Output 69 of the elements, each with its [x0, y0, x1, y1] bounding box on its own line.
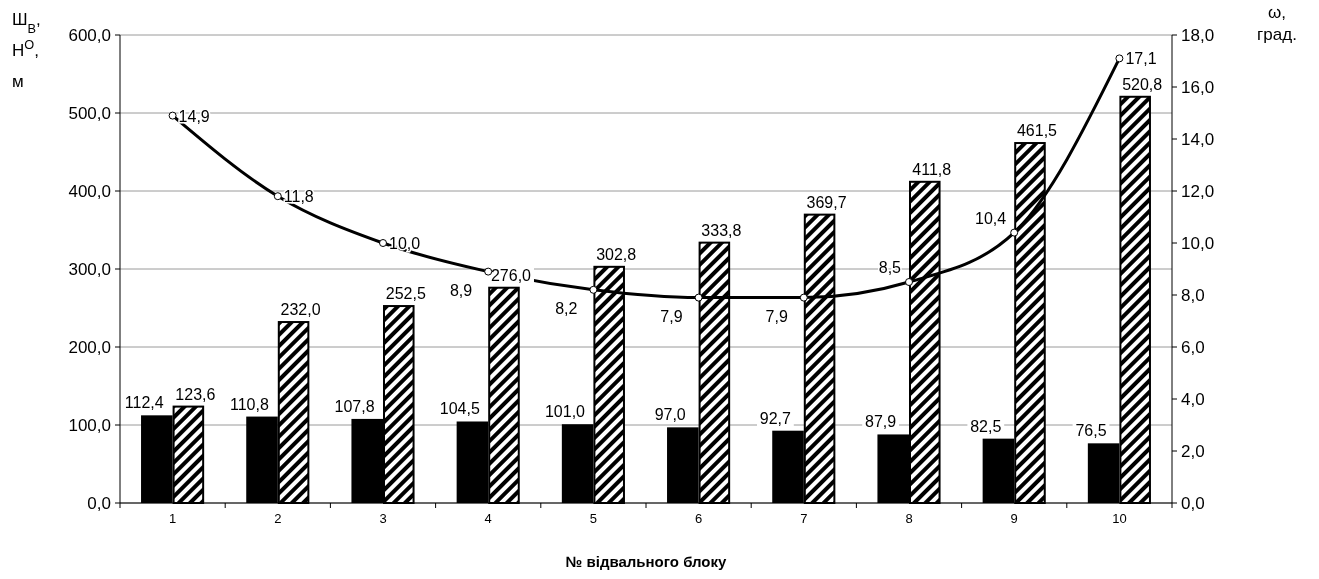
x-tick-label: 1: [168, 511, 177, 526]
point: [1115, 54, 1124, 63]
x-axis-title: № відвального блоку: [565, 553, 728, 570]
y-tick-label: 200,0: [68, 338, 111, 357]
y-tick-label: 500,0: [68, 104, 111, 123]
y2-tick-label: 0,0: [1181, 494, 1205, 513]
data-label: 8,2: [555, 299, 578, 317]
data-label: 11,8: [283, 188, 314, 206]
data-label: 17,1: [1125, 50, 1157, 68]
data-label: 97,0: [654, 406, 686, 424]
data-label: 92,7: [759, 409, 792, 427]
data-label: 14,9: [178, 107, 210, 125]
data-label: 10,4: [975, 209, 1007, 227]
data-label: 107,8: [334, 397, 375, 415]
data-label: 520,8: [1122, 75, 1163, 93]
data-label: 87,9: [865, 413, 897, 431]
x-tick-label: 10: [1112, 511, 1127, 526]
x-tick-label: 5: [589, 511, 598, 526]
data-label: 7,9: [765, 307, 788, 325]
data-label: 369,7: [806, 193, 847, 211]
y2-tick-label: 16,0: [1181, 78, 1215, 97]
point: [694, 293, 703, 302]
data-label: 232,0: [280, 301, 321, 319]
y2-tick-label: 6,0: [1181, 338, 1205, 357]
data-label: 7,9: [660, 307, 683, 325]
point: [1010, 228, 1019, 237]
y2-axis-title: ω, град.: [1257, 3, 1297, 44]
y-tick-label: 400,0: [68, 182, 111, 201]
y-tick-label: 0,0: [87, 494, 111, 513]
x-tick-label: 8: [905, 511, 913, 526]
data-label: 8,9: [449, 281, 473, 299]
y2-tick-label: 14,0: [1181, 130, 1215, 149]
point: [168, 111, 177, 120]
x-tick-label: 2: [274, 511, 282, 526]
y2-tick-label: 8,0: [1181, 286, 1205, 305]
y2-tick-label: 4,0: [1181, 390, 1205, 409]
data-label: 82,5: [970, 417, 1002, 435]
data-label: 104,5: [439, 400, 480, 418]
y-tick-label: 100,0: [68, 416, 111, 435]
data-label: 8,5: [878, 259, 902, 276]
y2-tick-label: 2,0: [1181, 442, 1205, 461]
point: [589, 285, 598, 294]
point: [799, 293, 808, 302]
point: [273, 192, 282, 201]
data-label: 333,8: [701, 221, 742, 239]
data-label: 10,0: [389, 235, 421, 252]
y-tick-label: 600,0: [68, 26, 111, 45]
data-label: 76,5: [1075, 422, 1107, 440]
y2-tick-label: 18,0: [1181, 26, 1215, 45]
x-tick-label: 9: [1010, 511, 1018, 526]
data-label: 411,8: [912, 160, 952, 178]
y-axis-title: Ш$_{В}$, Н$^{О}$, м: [12, 10, 41, 91]
data-label: 110,8: [229, 395, 269, 413]
y2-tick-label: 12,0: [1181, 182, 1215, 201]
y-tick-label: 300,0: [68, 260, 111, 279]
x-tick-label: 7: [800, 511, 808, 526]
data-label: 461,5: [1016, 122, 1058, 140]
y2-tick-label: 10,0: [1181, 234, 1215, 253]
x-tick-label: 6: [694, 511, 703, 526]
data-label: 123,6: [175, 385, 216, 403]
data-label: 252,5: [385, 285, 426, 303]
point: [379, 239, 387, 247]
data-label: 276,0: [490, 266, 532, 284]
data-label: 302,8: [596, 245, 637, 263]
data-label: 101,0: [544, 403, 586, 421]
data-label: 112,4: [124, 394, 164, 412]
x-tick-label: 4: [484, 511, 492, 526]
x-tick-label: 3: [379, 511, 387, 526]
point: [905, 278, 913, 286]
